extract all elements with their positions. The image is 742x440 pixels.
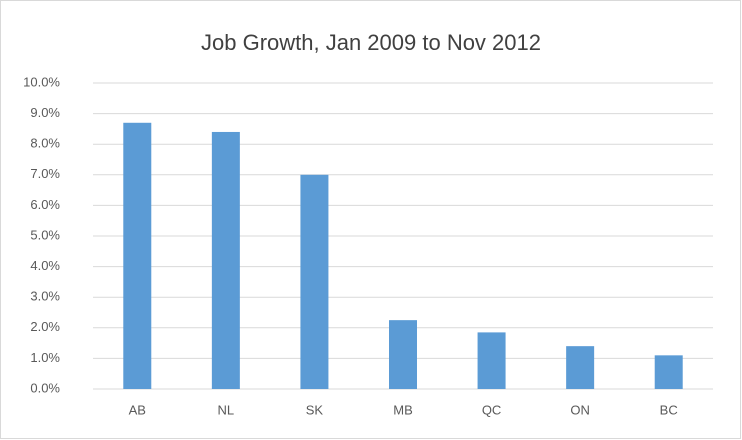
- y-tick-label: 2.0%: [30, 319, 60, 334]
- y-tick-label: 0.0%: [30, 380, 60, 395]
- bar: [566, 346, 595, 389]
- y-tick-label: 4.0%: [30, 258, 60, 273]
- y-tick-label: 6.0%: [30, 197, 60, 212]
- bar: [123, 122, 152, 389]
- x-tick-label: NL: [218, 402, 235, 417]
- x-tick-label: MB: [393, 402, 413, 417]
- bar: [654, 355, 683, 389]
- y-tick-label: 9.0%: [30, 105, 60, 120]
- x-tick-label: AB: [129, 402, 146, 417]
- x-tick-label: SK: [306, 402, 324, 417]
- y-tick-label: 3.0%: [30, 289, 60, 304]
- bar: [389, 320, 417, 389]
- y-tick-label: 8.0%: [30, 136, 60, 151]
- y-tick-label: 7.0%: [30, 166, 60, 181]
- y-tick-label: 5.0%: [30, 227, 60, 242]
- bar: [211, 131, 240, 389]
- x-tick-label: QC: [482, 402, 502, 417]
- y-tick-label: 1.0%: [30, 350, 60, 365]
- chart-title: Job Growth, Jan 2009 to Nov 2012: [201, 30, 541, 55]
- bar: [477, 332, 506, 389]
- bar: [300, 174, 329, 389]
- x-tick-label: BC: [660, 402, 678, 417]
- x-tick-label: ON: [570, 402, 590, 417]
- y-tick-label: 10.0%: [23, 74, 60, 89]
